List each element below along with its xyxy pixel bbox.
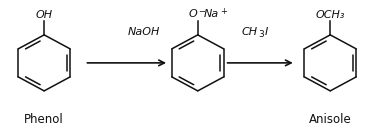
Text: OCH₃: OCH₃ bbox=[316, 10, 345, 20]
Text: Phenol: Phenol bbox=[24, 113, 64, 126]
Text: Na: Na bbox=[204, 9, 219, 19]
Text: −: − bbox=[198, 7, 205, 16]
Text: O: O bbox=[189, 9, 198, 19]
Text: I: I bbox=[265, 27, 268, 37]
Text: +: + bbox=[220, 7, 227, 16]
Text: NaOH: NaOH bbox=[128, 27, 160, 37]
Text: CH: CH bbox=[242, 27, 258, 37]
Text: Anisole: Anisole bbox=[309, 113, 352, 126]
Text: 3: 3 bbox=[258, 30, 264, 39]
Text: OH: OH bbox=[36, 10, 53, 20]
